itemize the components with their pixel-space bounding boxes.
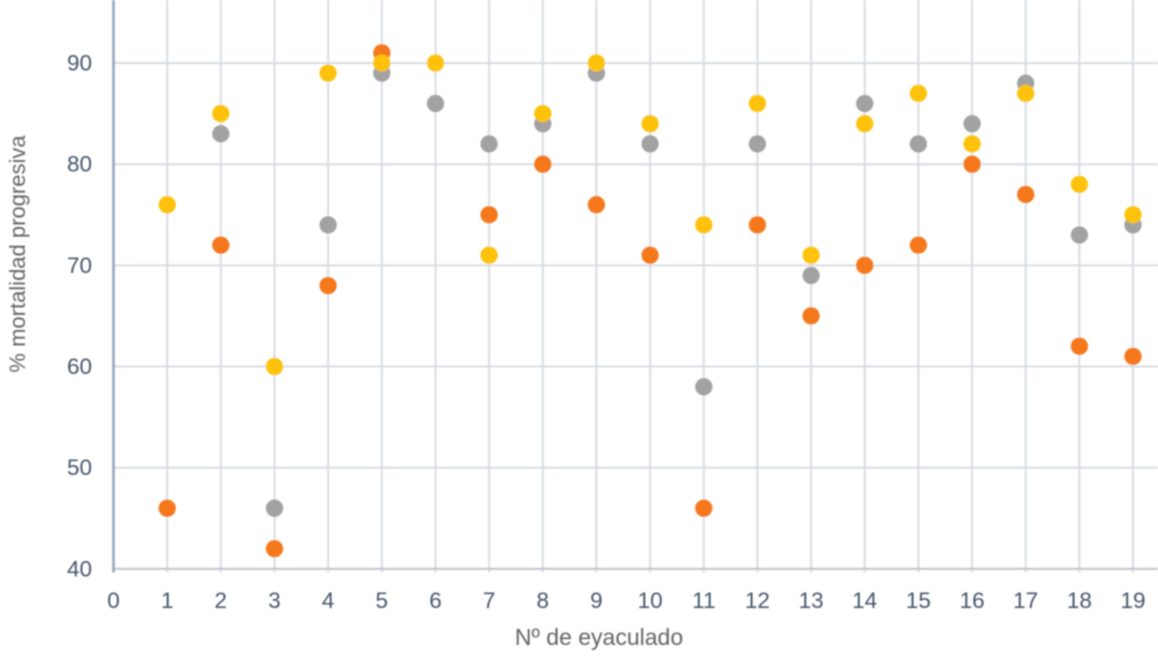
svg-text:4: 4 xyxy=(322,588,335,613)
svg-text:9: 9 xyxy=(590,588,603,613)
svg-text:13: 13 xyxy=(799,588,824,613)
svg-text:16: 16 xyxy=(960,588,985,613)
svg-text:14: 14 xyxy=(852,588,877,613)
svg-text:3: 3 xyxy=(268,588,281,613)
svg-text:18: 18 xyxy=(1067,588,1092,613)
svg-text:6: 6 xyxy=(429,588,442,613)
svg-text:% mortalidad progresiva: % mortalidad progresiva xyxy=(5,135,30,373)
svg-text:19: 19 xyxy=(1120,588,1145,613)
svg-text:8: 8 xyxy=(537,588,550,613)
svg-text:60: 60 xyxy=(67,354,92,379)
svg-text:90: 90 xyxy=(67,51,92,76)
svg-text:15: 15 xyxy=(906,588,931,613)
svg-text:5: 5 xyxy=(376,588,389,613)
svg-text:80: 80 xyxy=(67,152,92,177)
svg-text:11: 11 xyxy=(692,588,715,613)
svg-text:Nº de eyaculado: Nº de eyaculado xyxy=(515,624,683,650)
svg-text:70: 70 xyxy=(67,253,92,278)
svg-text:40: 40 xyxy=(67,556,92,581)
svg-text:12: 12 xyxy=(745,588,770,613)
svg-text:50: 50 xyxy=(67,455,92,480)
svg-text:1: 1 xyxy=(161,588,174,613)
svg-text:7: 7 xyxy=(483,588,496,613)
svg-text:0: 0 xyxy=(107,588,120,613)
svg-text:10: 10 xyxy=(638,588,663,613)
svg-text:17: 17 xyxy=(1013,588,1038,613)
svg-text:2: 2 xyxy=(215,588,228,613)
